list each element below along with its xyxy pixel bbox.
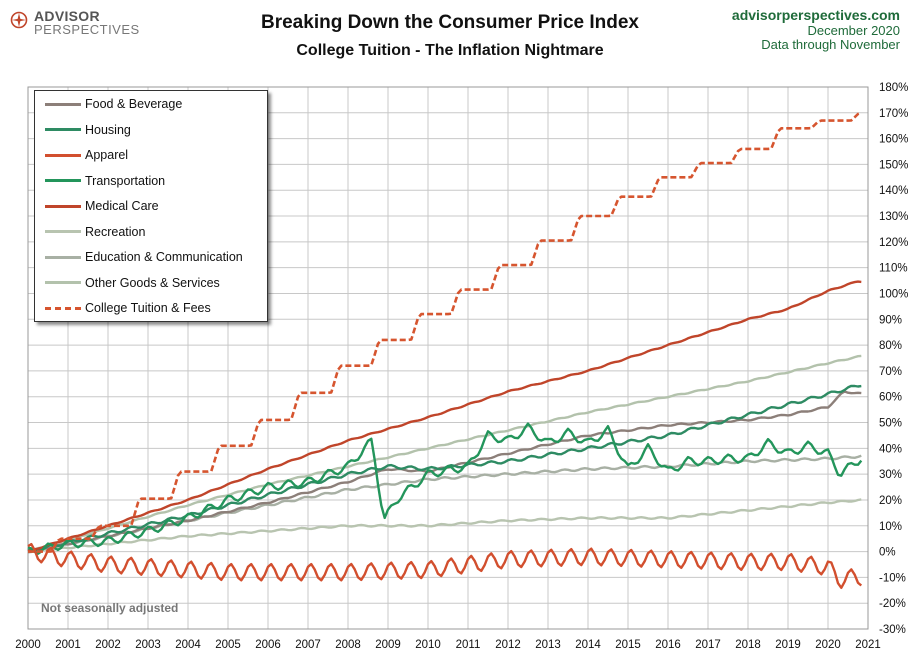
legend-item-food: Food & Beverage [45, 96, 182, 112]
y-axis-ticks: -30% -20% -10% 0% 10% 20% 30% 40% 50% 60% 70% 80% 90… [879, 82, 908, 636]
series-line-transportation [27, 422, 863, 555]
legend-label: College Tuition & Fees [85, 301, 211, 315]
legend-item-apparel: Apparel [45, 147, 128, 163]
y-tick-label: 110% [879, 263, 908, 275]
logo-text-line2: PERSPECTIVES [34, 22, 140, 37]
legend-swatch [45, 179, 81, 182]
x-tick-label: 2004 [175, 639, 201, 651]
series-line-apparel [27, 542, 863, 589]
source-date: December 2020 [807, 23, 901, 38]
x-tick-label: 2013 [535, 639, 561, 651]
series-line-tuition [28, 111, 862, 553]
y-tick-label: 100% [879, 288, 908, 300]
plot-border [27, 86, 869, 630]
series-line-medical [27, 280, 862, 553]
x-tick-label: 2005 [215, 639, 241, 651]
y-tick-label: 40% [879, 443, 902, 455]
y-tick-label: 160% [879, 134, 908, 146]
legend-label: Apparel [85, 148, 129, 162]
legend-label: Transportation [85, 173, 166, 188]
x-tick-label: 2020 [815, 639, 841, 651]
legend-label: Housing [85, 122, 131, 137]
legend-label: Recreation [85, 224, 146, 239]
legend-swatch [45, 306, 81, 310]
x-tick-label: 2010 [415, 639, 441, 651]
y-tick-label: 20% [879, 495, 902, 507]
y-tick-label: 180% [879, 82, 908, 94]
y-tick-label: 90% [879, 314, 902, 326]
x-tick-label: 2014 [575, 639, 601, 651]
x-tick-label: 2001 [55, 639, 81, 651]
logo-text-line1: ADVISOR [34, 8, 100, 24]
y-tick-label: 50% [879, 418, 902, 430]
compass-logo-icon [10, 11, 28, 29]
legend-item-medical: Medical Care [45, 198, 159, 214]
legend-label: Medical Care [85, 199, 159, 213]
x-tick-label: 2021 [855, 639, 881, 651]
x-tick-label: 2011 [456, 639, 481, 651]
data-through: Data through November [761, 37, 900, 52]
x-tick-label: 2018 [735, 639, 761, 651]
x-tick-label: 2016 [655, 639, 681, 651]
legend-item-housing: Housing [45, 122, 131, 138]
y-tick-label: 120% [879, 237, 908, 249]
legend-item-recreation: Recreation [45, 224, 145, 240]
y-tick-label: -20% [879, 598, 906, 610]
y-tick-label: 0% [879, 547, 896, 559]
y-tick-label: 130% [879, 211, 908, 223]
legend-item-tuition: College Tuition & Fees [45, 300, 211, 316]
chart-subtitle: College Tuition - The Inflation Nightmar… [296, 42, 604, 59]
x-tick-label: 2000 [15, 639, 41, 651]
legend-swatch [45, 281, 81, 284]
legend-item-transportation: Transportation [45, 173, 165, 189]
legend-item-education: Education & Communication [45, 249, 243, 265]
plot-frame [27, 86, 869, 630]
series-line-other [27, 354, 862, 554]
chart-title: Breaking Down the Consumer Price Index [261, 12, 639, 33]
seasonal-note: Not seasonally adjusted [41, 601, 179, 615]
y-tick-label: 30% [879, 469, 902, 481]
x-tick-label: 2012 [495, 639, 521, 651]
legend-label: Other Goods & Services [85, 275, 220, 290]
x-tick-label: 2017 [695, 639, 721, 651]
legend-label: Education & Communication [85, 250, 243, 264]
y-tick-label: 10% [879, 521, 902, 533]
legend-swatch [45, 230, 81, 233]
x-tick-label: 2006 [255, 639, 281, 651]
series-line-recreation [28, 498, 862, 554]
y-tick-label: 70% [879, 366, 902, 378]
x-axis-ticks: 2000 2001 2002 2003 2004 2005 2006 2007 2008 2009… [15, 639, 881, 651]
legend-swatch [45, 204, 81, 208]
chart-legend: Food & Beverage Housing Apparel Transportat… [34, 90, 268, 322]
x-tick-label: 2007 [295, 639, 321, 651]
y-tick-label: 60% [879, 392, 902, 404]
y-tick-label: 170% [879, 108, 908, 120]
y-tick-label: -10% [879, 572, 906, 584]
x-tick-label: 2015 [615, 639, 641, 651]
source-site: advisorperspectives.com [731, 7, 900, 23]
legend-swatch [45, 255, 81, 259]
y-tick-label: -30% [879, 624, 906, 636]
y-tick-label: 140% [879, 185, 908, 197]
x-tick-label: 2003 [135, 639, 161, 651]
y-tick-label: 80% [879, 340, 902, 352]
legend-swatch [45, 102, 81, 106]
legend-swatch [45, 153, 81, 157]
legend-swatch [45, 128, 81, 131]
x-tick-label: 2008 [335, 639, 361, 651]
x-tick-label: 2002 [95, 639, 121, 651]
x-tick-label: 2009 [375, 639, 401, 651]
y-tick-label: 150% [879, 159, 908, 171]
legend-label: Food & Beverage [85, 97, 183, 111]
series-lines [27, 111, 863, 589]
x-tick-label: 2019 [775, 639, 801, 651]
legend-item-other: Other Goods & Services [45, 275, 220, 291]
